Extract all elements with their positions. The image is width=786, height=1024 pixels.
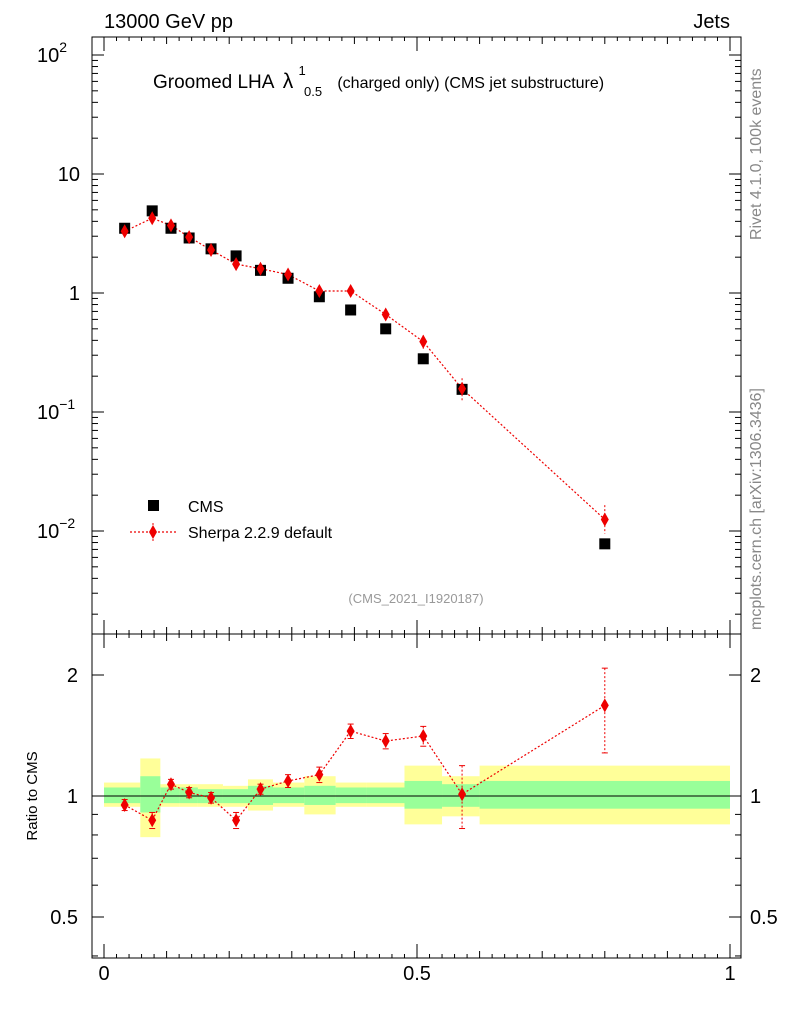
ratio-data-point — [166, 777, 175, 792]
mc-data-point — [346, 283, 355, 298]
ratio-data-layer — [120, 667, 609, 830]
x-tick-label: 1 — [724, 963, 735, 985]
title-lambda: λ — [283, 70, 294, 93]
ratio-band-inner — [140, 776, 161, 813]
ratio-band-inner — [366, 787, 405, 804]
y-tick-label: 10−1 — [37, 396, 75, 424]
ratio-band-inner — [404, 780, 443, 809]
ratio-y-tick-label-right: 2 — [750, 665, 761, 687]
ratio-band-inner — [335, 787, 367, 804]
ratio-band-inner — [479, 780, 730, 809]
ratio-panel: 0.5 0.5 1 1 2 2 0 0.5 1 Ratio to CMS — [24, 633, 778, 985]
mc-data-point — [419, 334, 428, 349]
ratio-y-tick-label-left: 2 — [67, 665, 78, 687]
ratio-data-point — [185, 785, 194, 800]
mc-data-point — [256, 261, 265, 276]
analysis-id: (CMS_2021_I1920187) — [348, 591, 483, 606]
ratio-data-point — [256, 782, 265, 797]
y-tick-exponent: 2 — [59, 39, 67, 55]
ratio-y-tick-label-right: 1 — [750, 786, 761, 808]
legend-data-label: CMS — [188, 499, 224, 516]
x-tick-label: 0.5 — [403, 963, 431, 985]
y-tick-exponent: −1 — [59, 396, 75, 412]
ratio-data-point — [315, 767, 324, 782]
cms-data-point — [345, 304, 357, 316]
beam-label: 13000 GeV pp — [104, 11, 233, 33]
ratio-data-point — [381, 734, 390, 749]
mc-data-point — [315, 283, 324, 298]
y-tick-exponent: −2 — [59, 515, 75, 531]
y-tick-label: 10−2 — [37, 515, 75, 543]
mc-data-point — [284, 267, 293, 282]
y-tick-label: 102 — [37, 39, 67, 67]
ratio-data-point — [346, 724, 355, 739]
mc-data-point — [148, 211, 157, 226]
cms-data-point — [599, 538, 611, 550]
rivet-version-label: Rivet 4.1.0, 100k events — [748, 68, 765, 240]
legend-mc-label: Sherpa 2.2.9 default — [188, 525, 333, 542]
ratio-data-point — [458, 787, 467, 802]
ratio-data-point — [148, 813, 157, 828]
ratio-bands — [104, 758, 730, 838]
mc-data-point — [381, 307, 390, 322]
ratio-data-point — [120, 797, 129, 812]
mc-data-point — [185, 230, 194, 245]
ratio-data-point — [284, 773, 293, 788]
mcplots-label: mcplots.cern.ch [arXiv:1306.3436] — [748, 388, 765, 630]
legend-data-marker — [148, 500, 159, 511]
y-tick-label: 10 — [58, 164, 80, 186]
cms-data-point — [380, 323, 392, 335]
y-tick-label: 1 — [69, 283, 80, 305]
ratio-y-tick-label-left: 1 — [67, 786, 78, 808]
main-data-layer — [119, 205, 611, 550]
title-main: Groomed LHA — [153, 72, 275, 93]
title-sub: 0.5 — [304, 84, 322, 99]
mc-data-point — [166, 218, 175, 233]
ratio-data-point — [207, 790, 216, 805]
mc-data-point — [207, 242, 216, 257]
process-label: Jets — [693, 11, 730, 33]
plot-title: Groomed LHA λ 1 0.5 (charged only) (CMS … — [153, 59, 604, 101]
ratio-data-point — [419, 729, 428, 744]
ratio-band-inner — [273, 787, 305, 804]
mc-data-point — [120, 224, 129, 239]
ratio-band-inner — [160, 787, 180, 804]
ratio-y-tick-label-right: 0.5 — [750, 907, 778, 929]
ratio-band-inner — [304, 785, 336, 805]
ratio-data-point — [232, 813, 241, 828]
y-tick-base: 10 — [37, 45, 59, 67]
ratio-axis-ticks: 0.5 0.5 1 1 2 2 0 0.5 1 — [50, 634, 778, 985]
cms-data-point — [417, 353, 429, 365]
ratio-ylabel: Ratio to CMS — [24, 751, 41, 840]
legend: CMS Sherpa 2.2.9 default — [130, 499, 333, 542]
cms-data-point — [230, 250, 242, 262]
ratio-band-inner — [104, 787, 141, 804]
legend-mc-marker — [149, 525, 157, 539]
mc-data-point — [600, 512, 609, 527]
mc-series-line — [124, 217, 606, 520]
ratio-y-tick-label-left: 0.5 — [50, 907, 78, 929]
y-tick-base: 10 — [37, 521, 59, 543]
ratio-data-point — [600, 698, 609, 713]
mc-data-point — [458, 381, 467, 396]
y-tick-base: 10 — [37, 402, 59, 424]
cms-data-point — [146, 205, 158, 217]
x-tick-label: 0 — [98, 963, 109, 985]
title-rest: (charged only) (CMS jet substructure) — [337, 75, 604, 92]
mc-data-point — [232, 257, 241, 272]
main-frame — [91, 36, 742, 635]
title-sup: 1 — [298, 63, 305, 78]
